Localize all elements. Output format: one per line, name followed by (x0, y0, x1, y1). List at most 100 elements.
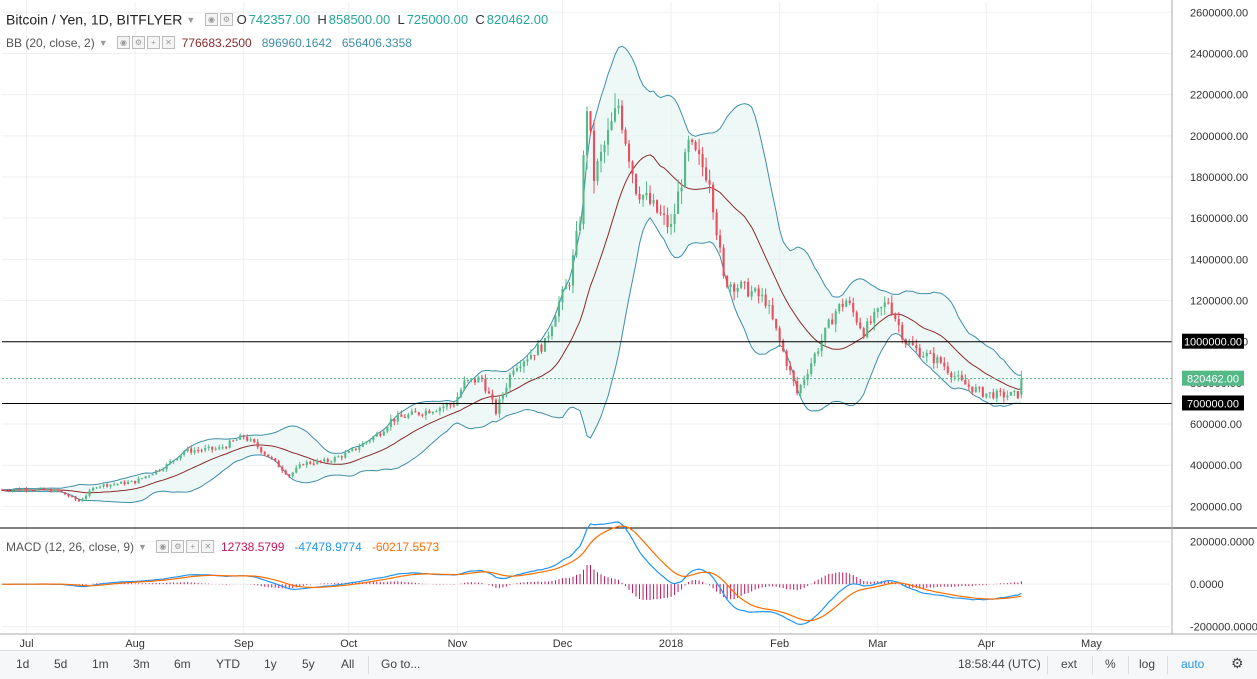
candle-body (484, 378, 487, 392)
range-ytd[interactable]: YTD (216, 657, 240, 671)
range-5d[interactable]: 5d (54, 657, 68, 671)
range-1m[interactable]: 1m (92, 657, 109, 671)
candle-body (32, 490, 35, 492)
candle-body (312, 463, 315, 465)
low-value: 725000.00 (406, 12, 469, 28)
candle-body (747, 281, 750, 297)
candle-body (946, 366, 949, 373)
candle-body (950, 372, 953, 378)
chevron-down-icon[interactable]: ▼ (186, 14, 196, 25)
candle-body (663, 213, 666, 215)
candle-body (424, 410, 427, 416)
candle-body (176, 458, 179, 461)
divider (368, 656, 369, 674)
bb-basis-value: 776683.2500 (181, 35, 252, 50)
symbol-title[interactable]: Bitcoin / Yen, 1D, BITFLYER (6, 11, 183, 28)
high-label: H (317, 12, 327, 28)
candle-body (1016, 391, 1019, 399)
range-1y[interactable]: 1y (264, 657, 277, 671)
candle-body (85, 495, 88, 499)
candle-body (659, 212, 662, 214)
range-1d[interactable]: 1d (16, 657, 30, 671)
macd-label[interactable]: MACD (12, 26, close, 9) (6, 539, 135, 554)
candle-body (897, 318, 900, 326)
price-chart[interactable]: 2600000.00 2400000.00 2200000.00 2000000.00… (0, 0, 1257, 650)
candle-body (407, 414, 410, 418)
candle-body (824, 327, 827, 341)
price-tick-label: 400000.00 (1190, 460, 1242, 472)
log-toggle[interactable]: log (1139, 657, 1156, 671)
candle-body (368, 440, 371, 442)
more-icon[interactable]: + (186, 540, 200, 554)
candle-body (4, 489, 7, 491)
candle-body (218, 447, 221, 449)
candle-body (908, 342, 911, 345)
candle-body (494, 399, 497, 414)
last-price-label: 820462.00 (1187, 374, 1239, 386)
candle-body (81, 498, 84, 502)
eye-icon[interactable]: ◉ (116, 36, 130, 50)
settings-icon[interactable]: ⚙ (171, 540, 185, 554)
candle-body (691, 139, 694, 142)
candle-body (841, 303, 844, 307)
range-6m[interactable]: 6m (174, 657, 191, 671)
chevron-down-icon[interactable]: ▼ (98, 37, 108, 48)
close-icon[interactable]: ✕ (201, 540, 215, 554)
candle-body (361, 443, 364, 447)
candle-body (480, 377, 483, 379)
range-5y[interactable]: 5y (302, 657, 315, 671)
settings-icon[interactable]: ⚙ (131, 36, 145, 50)
candle-body (438, 407, 441, 412)
candle-body (25, 488, 28, 491)
open-value: 742357.00 (248, 12, 311, 28)
candle-body (207, 446, 210, 449)
eye-icon[interactable]: ◉ (156, 540, 170, 554)
close-icon[interactable]: ✕ (161, 36, 175, 50)
candle-body (540, 344, 543, 352)
time-tick-label: Sep (234, 638, 254, 650)
auto-toggle[interactable]: auto (1181, 657, 1205, 671)
macd-legend: MACD (12, 26, close, 9) ▼ ◉ ⚙ + ✕ 12738.5799… (6, 539, 439, 554)
bb-basis-line (1, 154, 1022, 494)
candle-body (162, 469, 165, 471)
settings-icon[interactable]: ⚙ (1231, 655, 1244, 671)
candle-body (869, 321, 872, 323)
eye-icon[interactable]: ◉ (204, 13, 218, 27)
candle-body (985, 393, 988, 397)
candle-body (901, 325, 904, 340)
candle-body (102, 484, 105, 487)
candle-body (652, 200, 655, 204)
settings-icon[interactable]: ⚙ (219, 13, 233, 27)
candle-body (925, 352, 928, 357)
percent-toggle[interactable]: % (1105, 657, 1116, 671)
candle-body (967, 384, 970, 387)
candle-body (670, 223, 673, 227)
candle-body (232, 440, 235, 442)
bb-legend: BB (20, close, 2) ▼ ◉ ⚙ + ✕ 776683.2500 8969… (6, 35, 412, 50)
candle-body (396, 414, 399, 422)
candle-body (712, 184, 715, 213)
more-icon[interactable]: + (146, 36, 160, 50)
time-tick-label: Feb (770, 638, 789, 650)
candle-body (267, 454, 270, 458)
candle-body (466, 379, 469, 381)
candle-body (298, 464, 301, 468)
candle-body (887, 302, 890, 304)
candle-body (116, 483, 119, 485)
range-all[interactable]: All (341, 657, 355, 671)
candle-body (452, 404, 455, 406)
candle-body (295, 467, 298, 473)
range-3m[interactable]: 3m (133, 657, 150, 671)
bb-label[interactable]: BB (20, close, 2) (6, 35, 95, 50)
goto-button[interactable]: Go to... (381, 657, 421, 671)
candle-body (0, 489, 4, 491)
chevron-down-icon[interactable]: ▼ (138, 541, 147, 552)
candle-body (680, 187, 683, 192)
candle-body (529, 354, 533, 360)
ext-toggle[interactable]: ext (1061, 657, 1078, 671)
candle-body (880, 307, 883, 309)
candle-body (354, 448, 357, 450)
time-tick-label: Aug (125, 638, 145, 650)
candle-body (645, 193, 648, 196)
